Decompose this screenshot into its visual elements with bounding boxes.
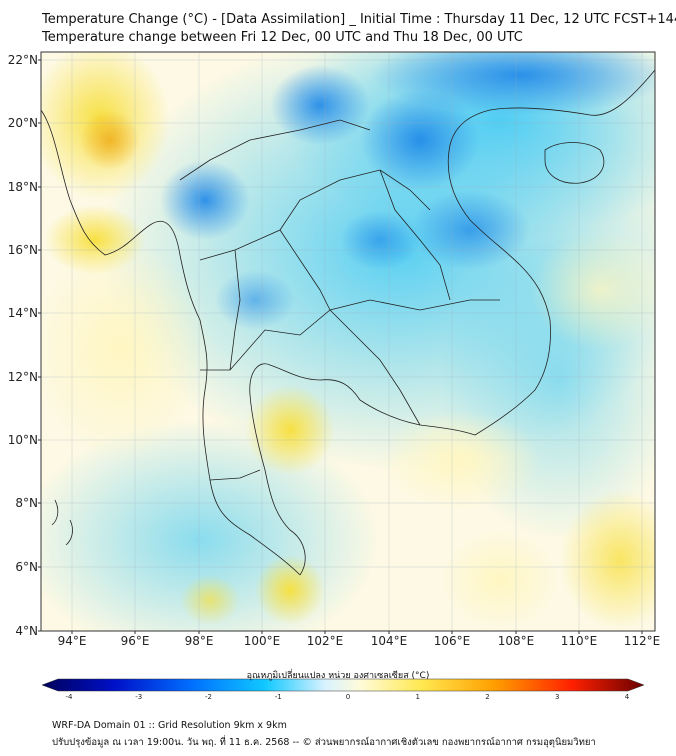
colorbar-tick-label: 0 xyxy=(346,693,350,701)
lat-label: 22°N xyxy=(8,53,38,67)
lon-label: 96°E xyxy=(121,634,150,648)
colorbar: -4 -3 -2 -1 0 1 2 3 4 xyxy=(41,678,645,701)
lon-label: 110°E xyxy=(561,634,598,648)
lat-label: 18°N xyxy=(8,180,38,194)
lon-label: 112°E xyxy=(624,634,661,648)
colorbar-tick-label: 4 xyxy=(625,693,630,701)
longitude-ticks: 94°E 96°E 98°E 100°E 102°E 104°E 106°E 108°E 110… xyxy=(58,631,661,648)
map-subtitle: Temperature change between Fri 12 Dec, 0… xyxy=(42,30,523,45)
colorbar-tick-label: -3 xyxy=(135,693,142,701)
lon-label: 102°E xyxy=(307,634,344,648)
lat-label: 12°N xyxy=(8,370,38,384)
colorbar-tick-label: 2 xyxy=(485,693,489,701)
footer-model-info: WRF-DA Domain 01 :: Grid Resolution 9km … xyxy=(52,720,287,731)
map-title: Temperature Change (°C) - [Data Assimila… xyxy=(42,12,676,27)
lat-label: 10°N xyxy=(8,433,38,447)
map-frame xyxy=(40,51,656,632)
colorbar-tick-label: -4 xyxy=(66,693,74,701)
colorbar-tick-label: 1 xyxy=(416,693,420,701)
lon-label: 98°E xyxy=(185,634,214,648)
temperature-field xyxy=(41,52,655,631)
lon-label: 106°E xyxy=(434,634,471,648)
colorbar-bar xyxy=(41,678,645,692)
colorbar-label: อุณหภูมิเปลี่ยนแปลง หน่วย องศาเซลเซียส (… xyxy=(246,671,430,681)
coastline xyxy=(41,69,655,576)
footer-update-info: ปรับปรุงข้อมูล ณ เวลา 19:00น. วัน พฤ. ที… xyxy=(52,737,596,748)
lat-label: 14°N xyxy=(8,306,38,320)
colorbar-ticks: -4 -3 -2 -1 0 1 2 3 4 xyxy=(66,693,630,701)
lon-label: 94°E xyxy=(58,634,87,648)
lon-label: 108°E xyxy=(498,634,535,648)
lon-label: 104°E xyxy=(371,634,408,648)
lat-label: 8°N xyxy=(15,496,38,510)
latitude-ticks: 22°N 20°N 18°N 16°N 14°N 12°N 10°N 8°N 6°N 4°N xyxy=(8,53,41,638)
colorbar-tick-label: 3 xyxy=(555,693,559,701)
colorbar-tick-label: -1 xyxy=(275,693,282,701)
lat-label: 16°N xyxy=(8,243,38,257)
lat-label: 20°N xyxy=(8,116,38,130)
lon-label: 100°E xyxy=(244,634,281,648)
colorbar-tick-label: -2 xyxy=(205,693,212,701)
lat-label: 6°N xyxy=(15,560,38,574)
lat-label: 4°N xyxy=(15,624,38,638)
